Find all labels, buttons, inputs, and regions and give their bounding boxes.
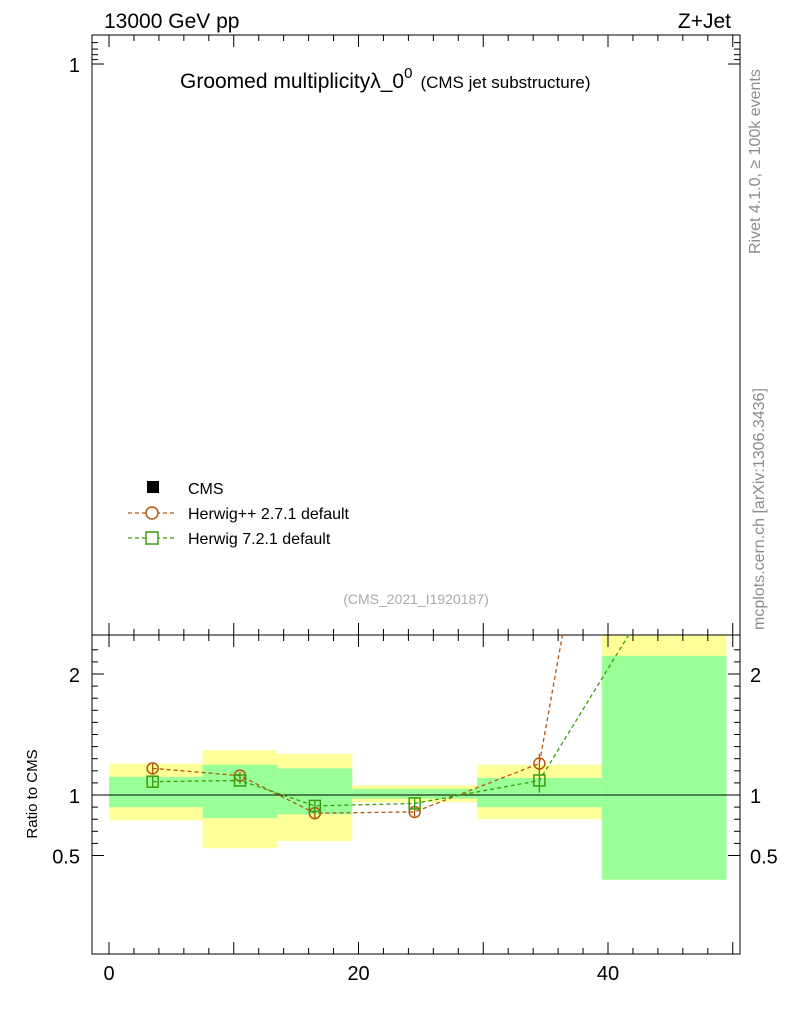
- process-label: Z+Jet: [678, 10, 731, 33]
- ratio-xtick-label: 20: [347, 963, 369, 985]
- plot-title-sup: 0: [404, 65, 412, 82]
- mc-line-ratio: [152, 634, 564, 814]
- ratio-xtick-label: 0: [103, 963, 114, 985]
- herwig7-point-ratio: [146, 775, 159, 788]
- main-ytick-label: 1: [69, 55, 80, 77]
- ratio-ytick-label-right: 0.5: [750, 847, 778, 869]
- ratio-band-green: [601, 655, 727, 880]
- ratio-ytick-label-right: 2: [750, 665, 761, 687]
- ratio-ylabel: Ratio to CMS: [24, 749, 41, 838]
- collision-label: 13000 GeV pp: [104, 10, 239, 33]
- plot-title: Groomed multiplicityλ_00 (CMS jet substru…: [180, 65, 590, 93]
- plot-title-main: Groomed multiplicity: [180, 70, 371, 93]
- legend: CMS Herwig++ 2.7.1 default Herwig 7.2.1 …: [128, 481, 350, 548]
- legend-marker-herwig7: [145, 531, 159, 545]
- ratio-ytick-label-right: 1: [750, 786, 761, 808]
- analysis-id: (CMS_2021_I1920187): [343, 591, 489, 607]
- ratio-ytick-label: 1: [69, 786, 80, 808]
- mcplots-label: mcplots.cern.ch [arXiv:1306.3436]: [751, 388, 768, 630]
- herwig7-point-ratio: [308, 799, 322, 813]
- legend-marker-cms: [147, 481, 159, 493]
- legend-label-herwigpp: Herwig++ 2.7.1 default: [188, 506, 350, 523]
- herwig7-point-ratio: [408, 797, 421, 810]
- ratio-xtick-label: 40: [597, 963, 619, 985]
- ratio-band-green: [352, 788, 478, 799]
- ratio-ytick-label: 2: [69, 665, 80, 687]
- plot-title-lambda: λ_0: [370, 70, 404, 93]
- legend-marker-herwigpp: [145, 506, 159, 520]
- ratio-uncertainty-bands: [109, 635, 727, 880]
- herwig7-point-ratio: [533, 774, 546, 787]
- mc-line-ratio: [152, 634, 630, 807]
- data-marks: [146, 634, 630, 820]
- plot-title-sub: (CMS jet substructure): [420, 73, 590, 92]
- herwigpp-point-ratio: [146, 762, 159, 775]
- legend-label-herwig7: Herwig 7.2.1 default: [188, 531, 331, 548]
- ratio-ytick-label: 0.5: [52, 847, 80, 869]
- legend-label-cms: CMS: [188, 481, 224, 498]
- herwig7-point-ratio: [233, 774, 247, 787]
- rivet-label: Rivet 4.1.0, ≥ 100k events: [747, 69, 764, 254]
